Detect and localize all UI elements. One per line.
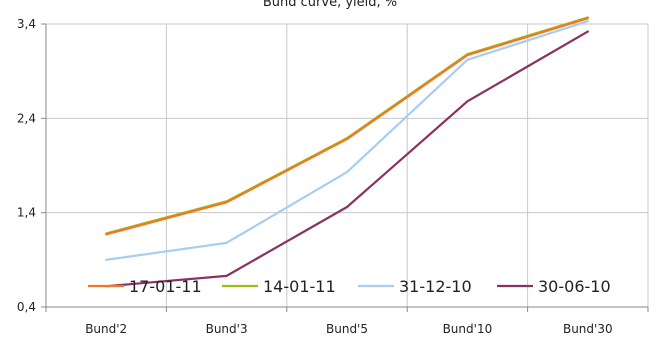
series-lines <box>106 17 588 286</box>
chart-title: Bund curve, yield, % <box>263 0 397 10</box>
y-tick-label: 1,4 <box>17 206 36 220</box>
grid <box>46 24 648 307</box>
y-tick-label: 3,4 <box>17 17 36 31</box>
y-tick-label: 2,4 <box>17 111 36 125</box>
legend-label: 17-01-11 <box>129 277 202 296</box>
x-tick-label: Bund'3 <box>206 322 248 336</box>
x-tick-label: Bund'2 <box>85 322 127 336</box>
legend-label: 31-12-10 <box>399 277 472 296</box>
x-tick-label: Bund'30 <box>563 322 613 336</box>
series-line <box>106 21 588 260</box>
legend-label: 14-01-11 <box>263 277 336 296</box>
legend-label: 30-06-10 <box>538 277 611 296</box>
series-line <box>106 17 588 233</box>
legend: 17-01-11 14-01-11 31-12-10 30-06-10 <box>84 274 615 296</box>
series-line <box>106 32 588 287</box>
x-tick-label: Bund'10 <box>443 322 493 336</box>
x-tick-label: Bund'5 <box>326 322 368 336</box>
y-tick-label: 0,4 <box>17 300 36 314</box>
series-line <box>106 18 588 234</box>
